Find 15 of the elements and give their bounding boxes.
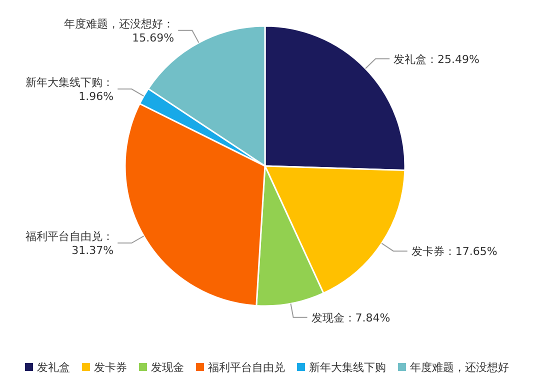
text: 15.69% (132, 31, 174, 44)
text: 31.37% (72, 244, 114, 258)
text: 1.96% (78, 90, 114, 104)
category-label: 发卡券：17.65% (411, 245, 498, 258)
legend-label: 福利平台自由兑 (208, 361, 285, 374)
category-label: 发礼盒：25.49% (394, 52, 480, 66)
legend-label: 发现金 (151, 361, 184, 374)
legend-label: 发卡券 (94, 361, 127, 374)
legend-label: 发礼盒 (37, 361, 70, 374)
legend-label: 新年大集线下购 (309, 361, 386, 374)
category-label: 发现金：7.84% (311, 311, 390, 324)
category-label: 年度难题，还没想好： (64, 17, 174, 30)
category-label: 新年大集线下购： (26, 76, 114, 90)
legend-label: 年度难题，还没想好 (410, 361, 509, 374)
category-label: 福利平台自由兑： (26, 230, 114, 244)
